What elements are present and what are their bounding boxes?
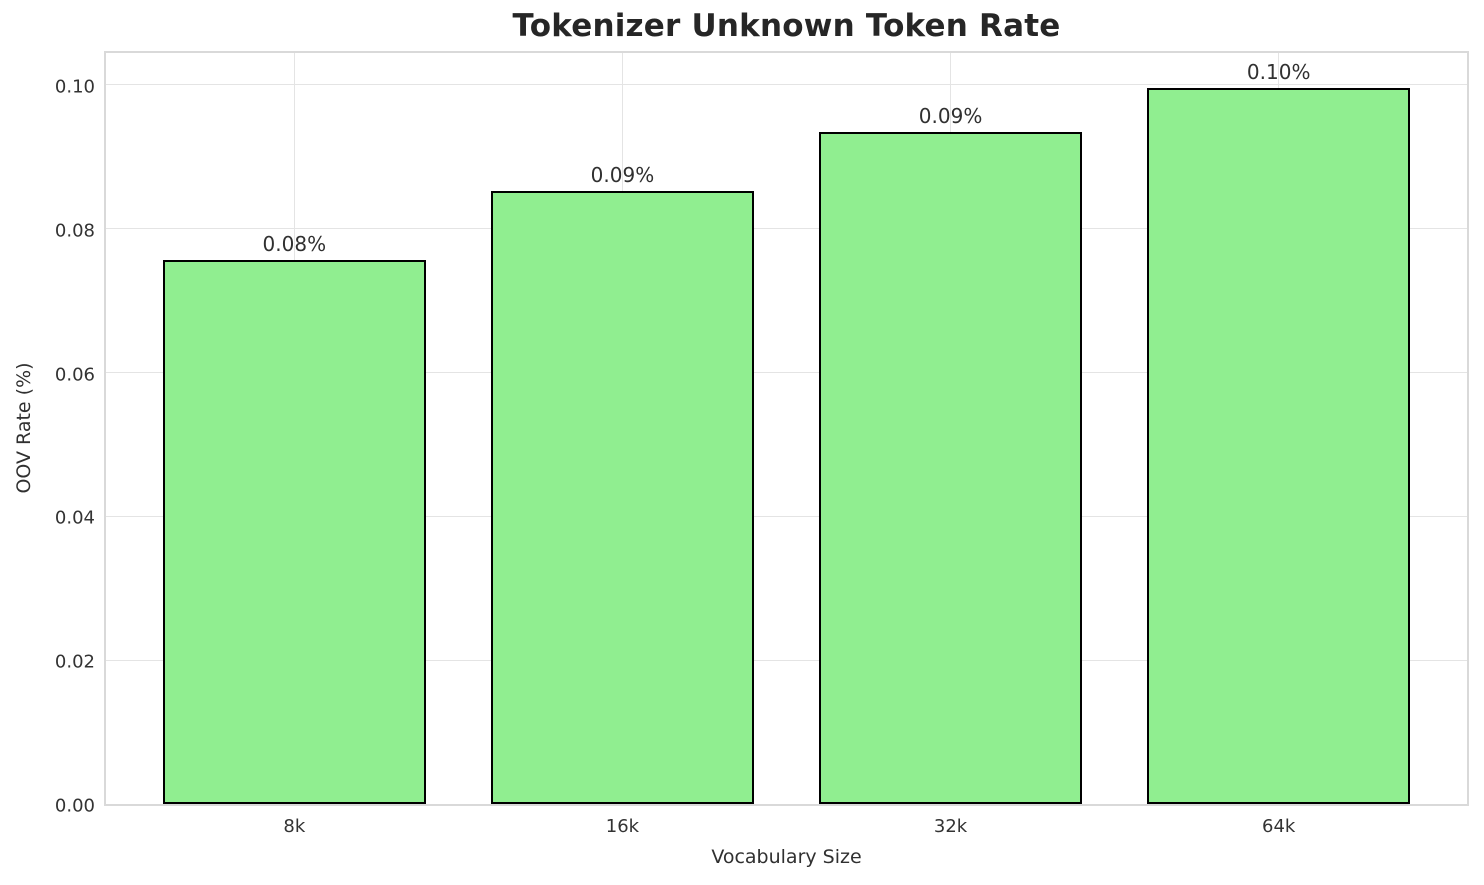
x-tick-label: 8k (283, 816, 306, 837)
x-tick-label: 32k (933, 816, 968, 837)
gridline-h (106, 515, 1467, 517)
gridline-h (106, 84, 1467, 86)
y-axis-label: OOV Rate (%) (13, 362, 35, 494)
x-tick-label: 16k (605, 816, 640, 837)
x-tick-label: 64k (1262, 816, 1296, 837)
gridline-h (106, 228, 1467, 230)
bar-value-label: 0.09% (590, 162, 655, 187)
y-tick-label: 0.00 (54, 795, 95, 817)
bar (491, 190, 754, 804)
y-tick-label: 0.04 (54, 507, 95, 529)
y-tick-label: 0.06 (54, 364, 95, 386)
gridline-h (106, 372, 1467, 374)
bar (819, 131, 1082, 804)
chart-title: Tokenizer Unknown Token Rate (512, 8, 1061, 44)
bar (163, 260, 426, 804)
bar-value-label: 0.08% (262, 232, 327, 257)
y-tick-label: 0.08 (54, 220, 95, 242)
bar-value-label: 0.10% (1246, 59, 1311, 84)
gridline-h (106, 659, 1467, 661)
bar (1147, 87, 1410, 804)
bar-value-label: 0.09% (918, 103, 983, 128)
y-tick-label: 0.10 (54, 76, 95, 98)
x-axis-label: Vocabulary Size (711, 846, 862, 868)
plot-area (104, 51, 1469, 806)
y-tick-label: 0.02 (54, 651, 95, 673)
